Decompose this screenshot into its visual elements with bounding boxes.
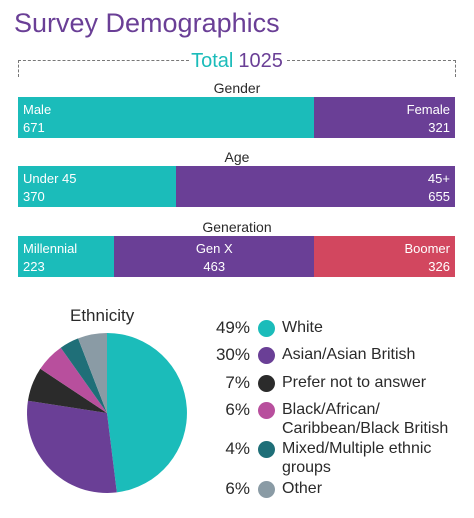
legend-label: Mixed/Multiple ethnic groups [282, 440, 432, 476]
total-label: Total [191, 50, 234, 72]
gender-title: Gender [213, 80, 261, 96]
segment-value: 671 [23, 120, 45, 135]
legend-percent: 30% [215, 345, 250, 364]
pie-slice-black-african-caribbean-black-british [40, 347, 107, 413]
legend-label: White [282, 319, 323, 336]
pie-slice-asian-asian-british [27, 400, 117, 493]
total-value: 1025 [238, 50, 283, 72]
bar-segment-female: Female 321 [313, 97, 455, 138]
segment-value: 463 [203, 259, 226, 274]
legend-percent: 7% [225, 373, 250, 392]
bar-segment-gen-x: Gen X 463 [114, 236, 315, 277]
segment-label: Female [406, 102, 450, 117]
total-bracket-left [18, 60, 189, 77]
legend-label: Asian/Asian British [282, 346, 416, 363]
segment-value: 223 [23, 259, 45, 274]
segment-label: Boomer [404, 241, 450, 256]
generation-bar: Millennial 223 Gen X 463 Boomer 326 [18, 236, 455, 277]
bar-segment-boomer: Boomer 326 [314, 236, 455, 277]
segment-label: Millennial [23, 241, 78, 256]
segment-label: Male [23, 102, 52, 117]
total-summary: Total 1025 [0, 50, 474, 73]
segment-value: 326 [428, 259, 450, 274]
legend-swatch [258, 402, 275, 419]
gender-bar: Male 671 Female 321 [18, 97, 455, 138]
age-bar: Under 45 370 45+ 655 [18, 166, 455, 207]
bar-segment-under-45: Under 45 370 [18, 166, 176, 207]
page-title: Survey Demographics [14, 8, 280, 38]
legend-swatch [258, 481, 275, 498]
segment-label: Under 45 [23, 171, 77, 186]
pie-slice-white [107, 333, 187, 493]
segment-value: 321 [428, 120, 450, 135]
pie-slice-other [78, 333, 107, 413]
segment-value: 370 [23, 189, 45, 204]
legend-swatch [258, 320, 275, 337]
total-bracket-right [287, 60, 456, 77]
generation-title: Generation [202, 219, 272, 235]
pie-slice-prefer-not-to-answer [27, 368, 108, 413]
legend-percent: 6% [225, 479, 250, 498]
legend-label: Prefer not to answer [282, 374, 427, 391]
bar-segment-male: Male 671 [18, 97, 314, 138]
legend-label: Black/African/ Caribbean/Black British [282, 401, 449, 437]
legend-swatch [258, 375, 275, 392]
legend-percent: 49% [215, 318, 250, 337]
ethnicity-title: Ethnicity [70, 306, 135, 325]
segment-label: Gen X [195, 241, 233, 256]
pie-slice-mixed-multiple-ethnic-groups [60, 338, 107, 413]
legend-label: Other [282, 480, 323, 497]
ethnicity-pie-chart [27, 333, 187, 493]
bar-segment-45: 45+ 655 [175, 166, 455, 207]
legend-swatch [258, 441, 275, 458]
legend-percent: 6% [225, 400, 250, 419]
segment-value: 655 [428, 189, 450, 204]
segment-label: 45+ [427, 171, 450, 186]
bar-segment-millennial: Millennial 223 [18, 236, 115, 277]
age-title: Age [224, 149, 250, 165]
legend-swatch [258, 347, 275, 364]
legend-percent: 4% [225, 439, 250, 458]
